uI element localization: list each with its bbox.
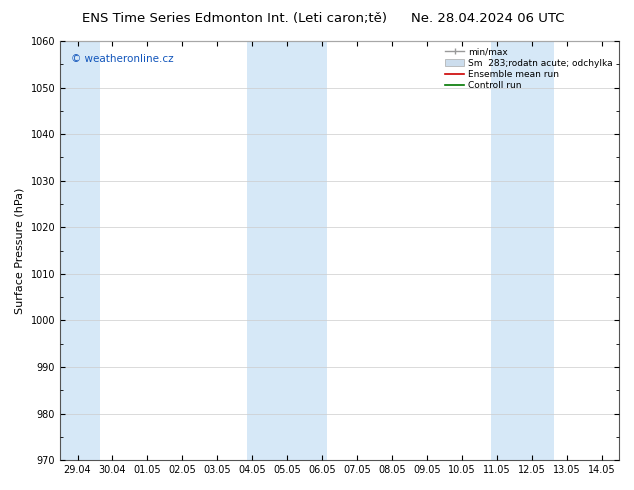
Text: Ne. 28.04.2024 06 UTC: Ne. 28.04.2024 06 UTC [411,12,565,25]
Y-axis label: Surface Pressure (hPa): Surface Pressure (hPa) [15,187,25,314]
Legend: min/max, Sm  283;rodatn acute; odchylka, Ensemble mean run, Controll run: min/max, Sm 283;rodatn acute; odchylka, … [443,46,614,92]
Bar [60,41,100,460]
Text: © weatheronline.cz: © weatheronline.cz [71,53,174,64]
Text: ENS Time Series Edmonton Int. (Leti caron;tě): ENS Time Series Edmonton Int. (Leti caro… [82,12,387,25]
Bar [247,41,327,460]
Bar [491,41,554,460]
